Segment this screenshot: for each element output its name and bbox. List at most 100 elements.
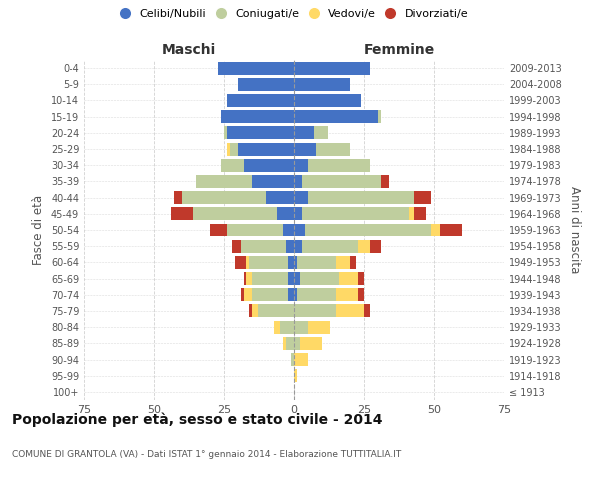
Text: Maschi: Maschi (162, 42, 216, 56)
Bar (314, 126, 328, 140)
Bar (252, 175, 294, 188)
Bar (289, 256, 294, 269)
Bar (294, 62, 370, 74)
Bar (350, 256, 356, 269)
Bar (358, 288, 364, 301)
Bar (238, 78, 294, 91)
Bar (294, 94, 361, 107)
Bar (415, 208, 425, 220)
Bar (409, 208, 415, 220)
Bar (244, 288, 252, 301)
Bar (286, 240, 294, 252)
Bar (227, 94, 294, 107)
Bar (294, 320, 308, 334)
Bar (241, 240, 286, 252)
Bar (277, 208, 294, 220)
Text: COMUNE DI GRANTOLA (VA) - Dati ISTAT 1° gennaio 2014 - Elaborazione TUTTITALIA.I: COMUNE DI GRANTOLA (VA) - Dati ISTAT 1° … (12, 450, 401, 459)
Bar (294, 175, 302, 188)
Bar (336, 304, 364, 318)
Bar (378, 110, 381, 123)
Bar (299, 337, 322, 350)
Bar (289, 272, 294, 285)
Bar (283, 224, 294, 236)
Bar (294, 110, 378, 123)
Bar (224, 126, 227, 140)
Bar (286, 337, 294, 350)
Bar (299, 272, 339, 285)
Bar (294, 208, 302, 220)
Bar (193, 208, 277, 220)
Bar (297, 256, 336, 269)
Bar (294, 256, 297, 269)
Bar (210, 224, 227, 236)
Bar (283, 337, 286, 350)
Bar (249, 256, 289, 269)
Bar (218, 62, 294, 74)
Bar (302, 208, 409, 220)
Bar (308, 159, 370, 172)
Bar (302, 240, 358, 252)
Bar (235, 256, 247, 269)
Bar (294, 337, 299, 350)
Bar (221, 110, 294, 123)
Bar (274, 320, 280, 334)
Bar (302, 175, 381, 188)
Bar (173, 191, 182, 204)
Bar (294, 191, 308, 204)
Bar (294, 224, 305, 236)
Bar (294, 272, 299, 285)
Bar (247, 272, 252, 285)
Bar (294, 126, 314, 140)
Text: Femmine: Femmine (364, 42, 434, 56)
Y-axis label: Anni di nascita: Anni di nascita (568, 186, 581, 274)
Bar (415, 191, 431, 204)
Bar (196, 175, 252, 188)
Bar (336, 288, 358, 301)
Bar (266, 191, 294, 204)
Bar (431, 224, 440, 236)
Bar (339, 272, 358, 285)
Bar (294, 288, 297, 301)
Bar (244, 272, 247, 285)
Bar (358, 272, 364, 285)
Bar (238, 142, 294, 156)
Bar (294, 159, 308, 172)
Bar (280, 320, 294, 334)
Bar (227, 224, 283, 236)
Bar (294, 304, 336, 318)
Bar (370, 240, 381, 252)
Bar (297, 288, 336, 301)
Bar (249, 304, 252, 318)
Bar (247, 256, 249, 269)
Bar (364, 304, 370, 318)
Bar (221, 159, 244, 172)
Bar (227, 126, 294, 140)
Bar (257, 304, 294, 318)
Bar (316, 142, 350, 156)
Bar (227, 142, 230, 156)
Bar (358, 240, 370, 252)
Text: Popolazione per età, sesso e stato civile - 2014: Popolazione per età, sesso e stato civil… (12, 412, 383, 427)
Bar (381, 175, 389, 188)
Bar (440, 224, 462, 236)
Bar (294, 78, 350, 91)
Bar (182, 191, 266, 204)
Bar (244, 159, 294, 172)
Y-axis label: Fasce di età: Fasce di età (32, 195, 45, 265)
Bar (252, 288, 289, 301)
Bar (305, 224, 431, 236)
Bar (171, 208, 193, 220)
Bar (252, 272, 289, 285)
Bar (232, 240, 241, 252)
Bar (289, 288, 294, 301)
Legend: Celibi/Nubili, Coniugati/e, Vedovi/e, Divorziati/e: Celibi/Nubili, Coniugati/e, Vedovi/e, Di… (116, 6, 472, 22)
Bar (308, 191, 415, 204)
Bar (294, 353, 308, 366)
Bar (308, 320, 331, 334)
Bar (230, 142, 238, 156)
Bar (294, 240, 302, 252)
Bar (294, 142, 316, 156)
Bar (241, 288, 244, 301)
Bar (294, 369, 297, 382)
Bar (291, 353, 294, 366)
